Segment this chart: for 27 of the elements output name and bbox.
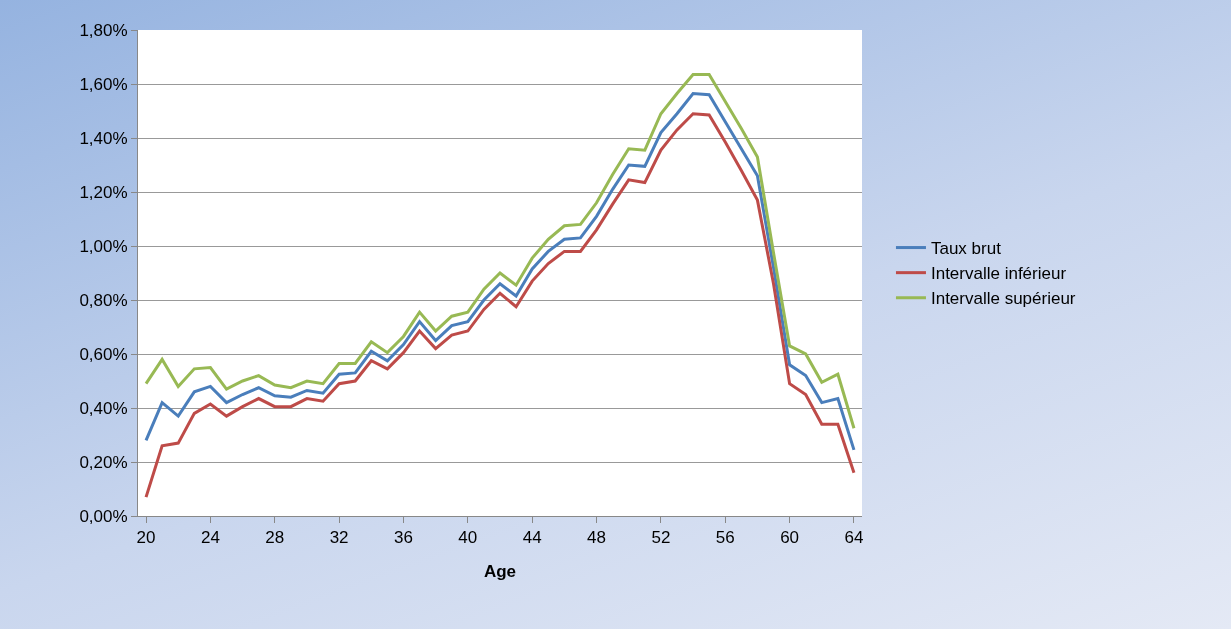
- x-tick-label: 56: [715, 528, 735, 548]
- legend-label: Intervalle supérieur: [930, 289, 1076, 309]
- x-tick-label: 60: [780, 528, 800, 548]
- y-tick-label: 1,20%: [79, 182, 128, 202]
- x-tick-label: 28: [265, 528, 285, 548]
- x-tick-label: 48: [587, 528, 606, 548]
- x-tick-label: 40: [458, 528, 478, 548]
- y-tick-label: 0,80%: [79, 290, 128, 310]
- y-tick-label: 0,20%: [79, 452, 128, 472]
- x-axis-title: Age: [483, 561, 517, 581]
- x-tick-label: 36: [394, 528, 413, 548]
- x-tick-label: 32: [329, 528, 349, 548]
- y-tick-label: 1,00%: [79, 236, 128, 256]
- y-tick-label: 0,40%: [79, 398, 128, 418]
- y-tick-label: 1,80%: [79, 20, 128, 40]
- legend-label: Intervalle inférieur: [930, 264, 1067, 284]
- legend-label: Taux brut: [930, 239, 1002, 259]
- x-tick-label: 44: [522, 528, 542, 548]
- y-tick-label: 1,60%: [79, 74, 128, 94]
- x-tick-label: 24: [200, 528, 220, 548]
- x-tick-label: 52: [651, 528, 671, 548]
- y-tick-label: 0,60%: [79, 344, 128, 364]
- x-tick-label: 64: [844, 528, 864, 548]
- line-series: [144, 112, 856, 499]
- y-tick-label: 1,40%: [79, 128, 128, 148]
- y-tick-label: 0,00%: [79, 506, 128, 526]
- x-tick-label: 20: [136, 528, 156, 548]
